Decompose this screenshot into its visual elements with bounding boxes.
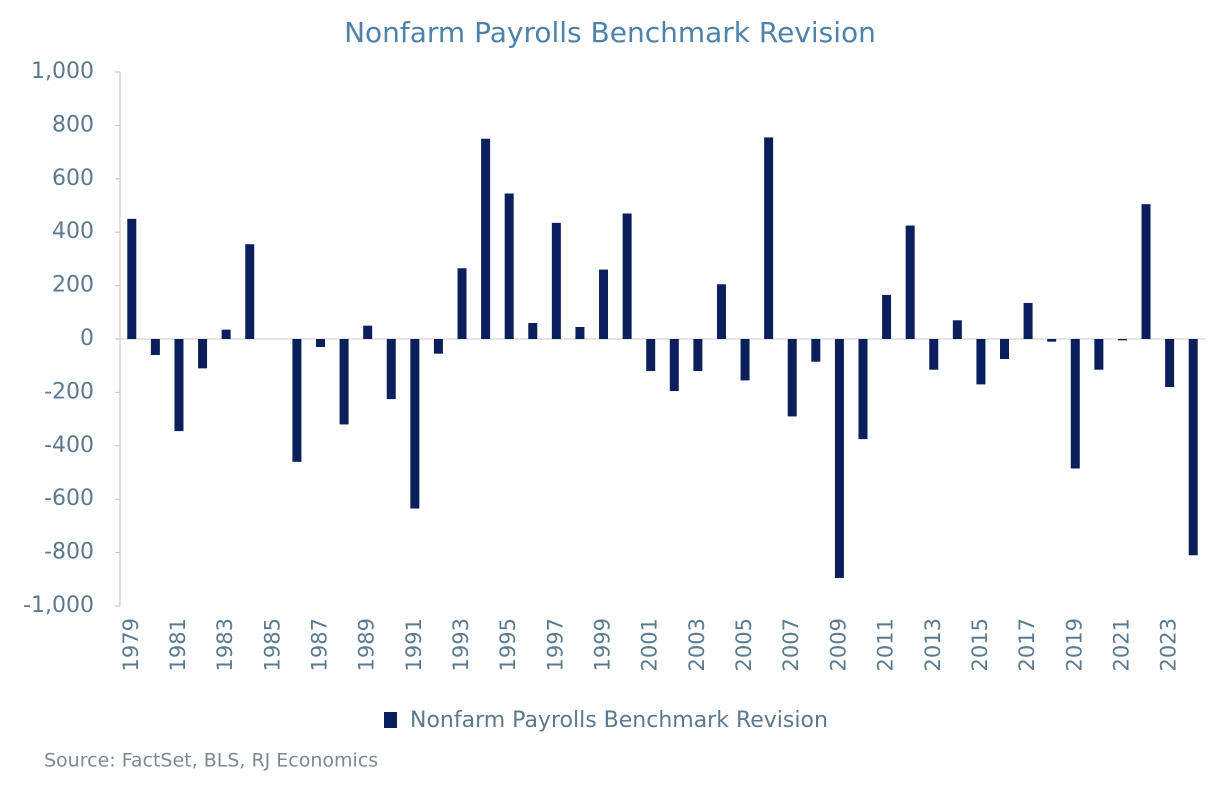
x-tick-label: 2019 bbox=[1062, 618, 1086, 671]
x-tick-label: 2015 bbox=[968, 618, 992, 671]
y-tick-label: 600 bbox=[52, 166, 94, 191]
x-tick-label: 2001 bbox=[638, 618, 662, 671]
bar bbox=[1047, 339, 1057, 342]
bar bbox=[858, 339, 868, 440]
bar bbox=[1188, 339, 1198, 556]
y-tick-label: -400 bbox=[44, 433, 94, 458]
bar bbox=[693, 339, 703, 372]
y-tick-label: 400 bbox=[52, 219, 94, 244]
x-tick-label: 1995 bbox=[496, 618, 520, 671]
x-tick-label: 1983 bbox=[213, 618, 237, 671]
x-tick-label: 1985 bbox=[260, 618, 284, 671]
bar bbox=[363, 325, 373, 339]
bar bbox=[1165, 339, 1175, 388]
bar bbox=[1117, 339, 1127, 341]
bar bbox=[528, 322, 538, 339]
x-tick-label: 2017 bbox=[1015, 618, 1039, 671]
bar bbox=[669, 339, 679, 392]
x-tick-label: 1999 bbox=[591, 618, 615, 671]
y-tick-label: -600 bbox=[44, 486, 94, 511]
x-tick-label: 2007 bbox=[779, 618, 803, 671]
legend-label: Nonfarm Payrolls Benchmark Revision bbox=[410, 708, 828, 733]
bar bbox=[599, 269, 609, 339]
x-tick-label: 2009 bbox=[826, 618, 850, 671]
x-tick-label: 2023 bbox=[1157, 618, 1181, 671]
bar bbox=[433, 339, 443, 354]
bar bbox=[481, 138, 491, 339]
bar bbox=[976, 339, 986, 385]
bar bbox=[339, 339, 349, 425]
bar bbox=[929, 339, 939, 370]
bar bbox=[787, 339, 797, 417]
y-tick-label: 800 bbox=[52, 112, 94, 137]
bar bbox=[1070, 339, 1080, 469]
y-tick-label: 1,000 bbox=[31, 59, 94, 84]
x-tick-label: 1981 bbox=[166, 618, 190, 671]
bar bbox=[127, 218, 137, 339]
bar bbox=[905, 225, 915, 339]
bar bbox=[292, 339, 302, 462]
y-tick-label: 200 bbox=[52, 273, 94, 298]
y-tick-label: -1,000 bbox=[23, 593, 94, 618]
x-tick-label: 1991 bbox=[402, 618, 426, 671]
bar bbox=[1141, 204, 1151, 339]
x-tick-label: 1989 bbox=[355, 618, 379, 671]
x-tick-label: 2011 bbox=[874, 618, 898, 671]
x-tick-label: 1987 bbox=[307, 618, 331, 671]
bar bbox=[716, 284, 726, 339]
x-tick-label: 2013 bbox=[921, 618, 945, 671]
bar bbox=[551, 222, 561, 339]
bar bbox=[646, 339, 656, 372]
bar bbox=[952, 320, 962, 339]
x-tick-label: 1997 bbox=[543, 618, 567, 671]
legend-swatch bbox=[384, 712, 397, 728]
bar bbox=[150, 339, 160, 356]
x-tick-label: 1979 bbox=[119, 618, 143, 671]
bar bbox=[198, 339, 208, 369]
chart-title: Nonfarm Payrolls Benchmark Revision bbox=[344, 16, 876, 49]
bar bbox=[1000, 339, 1010, 360]
bar bbox=[315, 339, 325, 348]
y-tick-label: -200 bbox=[44, 379, 94, 404]
bar bbox=[811, 339, 821, 362]
bar bbox=[221, 329, 231, 339]
bar bbox=[457, 268, 467, 339]
bar bbox=[764, 137, 774, 339]
bar bbox=[622, 213, 632, 339]
bar bbox=[174, 339, 184, 432]
x-tick-label: 2003 bbox=[685, 618, 709, 671]
bar bbox=[410, 339, 420, 509]
bar bbox=[1023, 302, 1033, 339]
x-tick-label: 2021 bbox=[1109, 618, 1133, 671]
bar bbox=[386, 339, 396, 400]
x-tick-label: 2005 bbox=[732, 618, 756, 671]
bar bbox=[740, 339, 750, 381]
y-tick-label: 0 bbox=[80, 326, 94, 351]
x-tick-label: 1993 bbox=[449, 618, 473, 671]
bar bbox=[882, 294, 892, 339]
bar bbox=[504, 193, 514, 339]
bar bbox=[1094, 339, 1104, 370]
bar bbox=[834, 339, 844, 578]
y-tick-label: -800 bbox=[44, 540, 94, 565]
bar bbox=[575, 326, 585, 339]
bar bbox=[245, 244, 255, 339]
source-note: Source: FactSet, BLS, RJ Economics bbox=[44, 750, 378, 772]
